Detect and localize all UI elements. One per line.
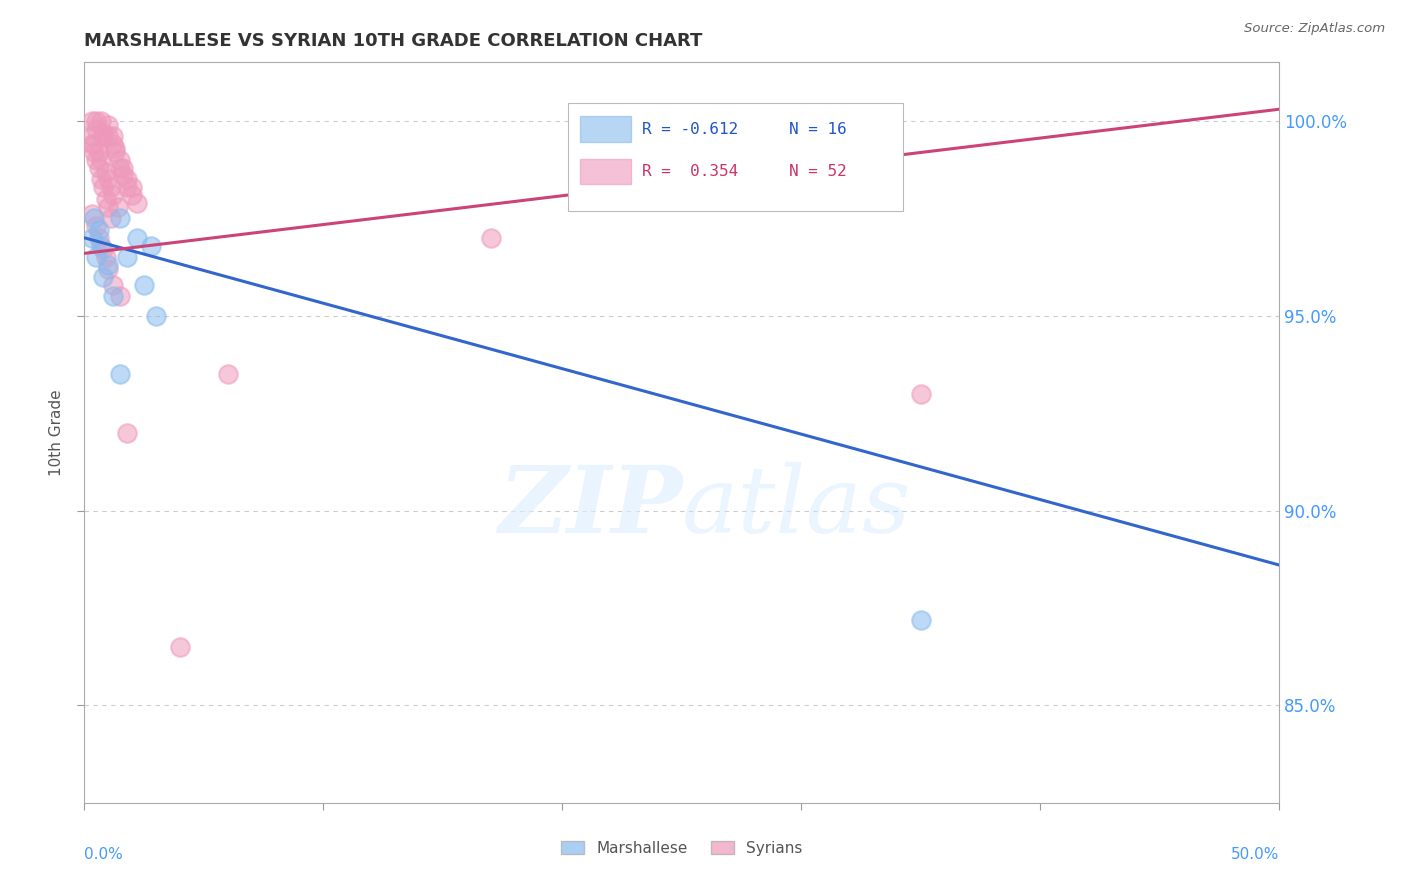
Point: [217, 367, 239, 381]
Point: [104, 145, 127, 159]
Point: [93, 129, 115, 144]
Point: [80, 114, 103, 128]
Point: [121, 180, 143, 194]
Point: [117, 172, 139, 186]
Point: [80, 231, 103, 245]
Point: [90, 114, 112, 128]
Text: 50.0%: 50.0%: [1232, 847, 1279, 863]
Point: [87, 161, 110, 175]
FancyBboxPatch shape: [581, 159, 630, 184]
Point: [94, 164, 117, 178]
Point: [97, 262, 120, 277]
Point: [90, 172, 112, 186]
Text: 0.0%: 0.0%: [84, 847, 124, 863]
Point: [145, 309, 167, 323]
Text: atlas: atlas: [682, 462, 911, 551]
FancyBboxPatch shape: [581, 117, 630, 142]
Point: [132, 277, 156, 292]
Point: [80, 207, 103, 221]
Point: [110, 211, 132, 226]
Point: [90, 153, 112, 167]
Point: [86, 121, 108, 136]
Point: [125, 231, 148, 245]
Point: [100, 211, 122, 226]
Point: [101, 137, 124, 152]
Point: [93, 180, 115, 194]
Point: [910, 613, 932, 627]
Point: [80, 137, 103, 152]
Y-axis label: 10th Grade: 10th Grade: [49, 389, 65, 476]
Text: ZIP: ZIP: [498, 462, 682, 551]
Point: [101, 129, 124, 144]
Point: [94, 192, 117, 206]
Point: [169, 640, 191, 654]
Point: [110, 153, 132, 167]
Point: [86, 219, 108, 233]
Point: [111, 169, 134, 183]
Point: [101, 277, 124, 292]
Point: [87, 145, 110, 159]
Point: [97, 129, 120, 144]
Point: [101, 289, 124, 303]
FancyBboxPatch shape: [568, 103, 903, 211]
Point: [101, 188, 124, 202]
Point: [86, 114, 108, 128]
Point: [125, 195, 148, 210]
Point: [117, 180, 139, 194]
Point: [97, 118, 120, 132]
Point: [117, 250, 139, 264]
Point: [90, 238, 112, 252]
Point: [83, 211, 105, 226]
Point: [100, 180, 122, 194]
Point: [83, 145, 105, 159]
Point: [121, 188, 143, 202]
Point: [141, 238, 163, 252]
Point: [110, 367, 132, 381]
Point: [80, 129, 103, 144]
Text: R =  0.354: R = 0.354: [643, 164, 738, 178]
Point: [97, 200, 120, 214]
Text: N = 52: N = 52: [790, 164, 848, 178]
Point: [104, 141, 127, 155]
Point: [93, 126, 115, 140]
Legend: Marshallese, Syrians: Marshallese, Syrians: [555, 835, 808, 862]
Point: [97, 258, 120, 272]
Point: [93, 243, 115, 257]
Text: R = -0.612: R = -0.612: [643, 121, 738, 136]
Point: [87, 223, 110, 237]
Point: [110, 289, 132, 303]
Point: [110, 161, 132, 175]
Text: N = 16: N = 16: [790, 121, 848, 136]
Text: Source: ZipAtlas.com: Source: ZipAtlas.com: [1244, 22, 1385, 36]
Point: [910, 386, 932, 401]
Point: [93, 269, 115, 284]
Point: [97, 172, 120, 186]
Text: MARSHALLESE VS SYRIAN 10TH GRADE CORRELATION CHART: MARSHALLESE VS SYRIAN 10TH GRADE CORRELA…: [84, 32, 703, 50]
Point: [87, 231, 110, 245]
Point: [117, 425, 139, 440]
Point: [83, 137, 105, 152]
Point: [94, 250, 117, 264]
Point: [479, 231, 502, 245]
Point: [107, 200, 129, 214]
Point: [86, 250, 108, 264]
Point: [111, 161, 134, 175]
Point: [86, 153, 108, 167]
